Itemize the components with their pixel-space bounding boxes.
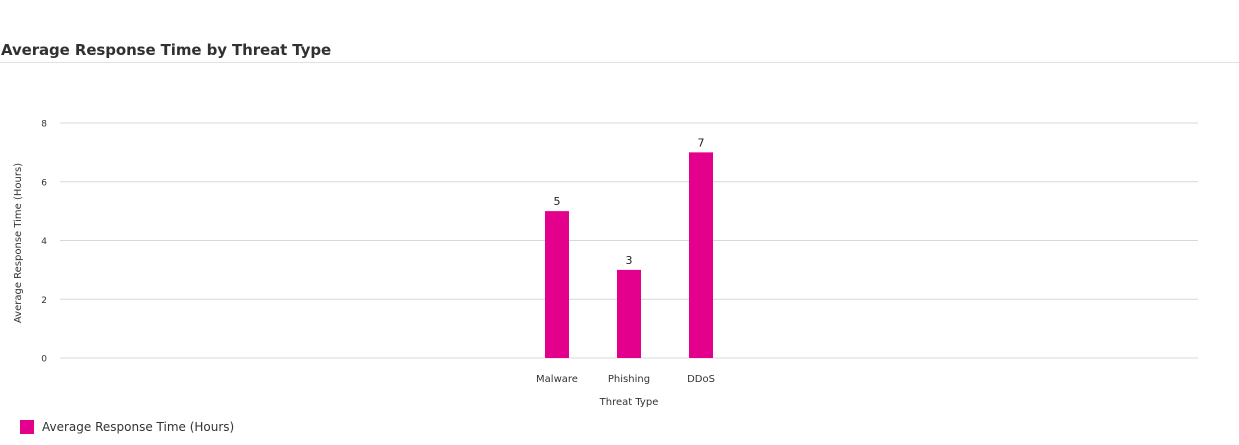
x-tick-label: Malware <box>536 374 578 385</box>
bar-malware[interactable] <box>545 211 569 358</box>
title-divider <box>0 62 1239 63</box>
x-tick-label: Phishing <box>608 374 650 385</box>
y-tick-label: 4 <box>41 237 47 247</box>
x-axis-title: Threat Type <box>599 397 659 408</box>
y-tick-label: 0 <box>41 355 47 365</box>
bar-phishing[interactable] <box>617 269 641 358</box>
data-labels: 5 3 7 <box>554 136 705 267</box>
x-axis-ticks: Malware Phishing DDoS <box>536 374 715 385</box>
y-tick-label: 8 <box>41 120 47 130</box>
x-tick-label: DDoS <box>687 374 715 385</box>
legend[interactable]: Average Response Time (Hours) <box>20 420 234 434</box>
data-label: 5 <box>554 195 561 208</box>
y-axis-title: Average Response Time (Hours) <box>13 163 24 323</box>
y-tick-label: 6 <box>41 178 47 188</box>
y-axis-ticks: 0 2 4 6 8 <box>41 120 47 365</box>
legend-label: Average Response Time (Hours) <box>42 420 235 434</box>
data-label: 7 <box>698 136 705 149</box>
y-tick-label: 2 <box>41 296 47 306</box>
bar-ddos[interactable] <box>689 152 713 358</box>
bars <box>545 152 713 358</box>
panel-title: Average Response Time by Threat Type <box>1 41 332 59</box>
legend-swatch <box>20 420 34 434</box>
data-label: 3 <box>626 254 633 267</box>
